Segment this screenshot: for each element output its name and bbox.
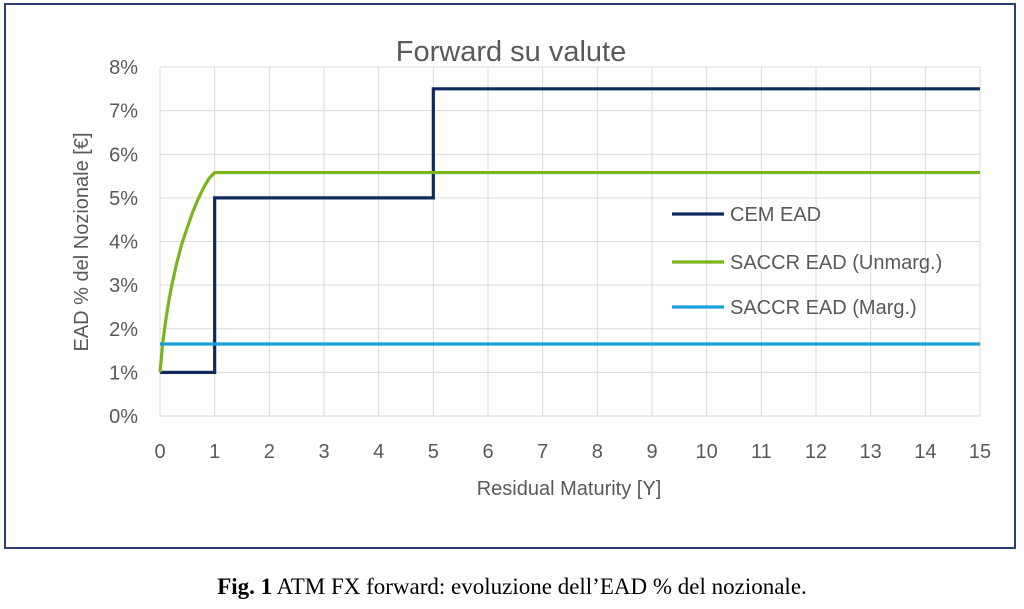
x-tick-label: 5 <box>428 441 439 463</box>
y-axis-label: EAD % del Nozionale [€] <box>71 132 93 351</box>
caption-text: ATM FX forward: evoluzione dell’EAD % de… <box>272 574 807 599</box>
x-tick-label: 2 <box>264 441 275 463</box>
x-tick-label: 3 <box>318 441 329 463</box>
x-tick-label: 9 <box>646 441 657 463</box>
y-tick-label: 6% <box>109 144 138 166</box>
x-tick-label: 6 <box>482 441 493 463</box>
series-lines <box>158 87 980 374</box>
series-line-1 <box>158 170 980 373</box>
y-tick-label: 2% <box>109 319 138 341</box>
x-tick-label: 12 <box>805 441 827 463</box>
figure-caption: Fig. 1 ATM FX forward: evoluzione dell’E… <box>0 574 1024 600</box>
chart: Forward su valute 0 1 2 3 4 5 6 7 8 9 10 11 12 13 14 15… <box>71 36 991 500</box>
series-line-0 <box>160 87 980 374</box>
x-tick-label: 1 <box>209 441 220 463</box>
x-tick-label: 15 <box>969 441 991 463</box>
x-tick-label: 10 <box>696 441 718 463</box>
legend: CEM EAD SACCR EAD (Unmarg.) SACCR EAD (Mar… <box>672 204 942 319</box>
x-axis-label: Residual Maturity [Y] <box>477 478 662 500</box>
legend-label-1: SACCR EAD (Unmarg.) <box>730 252 942 274</box>
x-tick-label: 14 <box>914 441 936 463</box>
legend-label-2: SACCR EAD (Marg.) <box>730 297 917 319</box>
chart-title: Forward su valute <box>396 36 627 68</box>
y-tick-label: 0% <box>109 406 138 428</box>
y-tick-label: 8% <box>109 57 138 79</box>
x-tick-label: 11 <box>751 441 772 463</box>
caption-label: Fig. 1 <box>217 574 273 599</box>
y-tick-label: 4% <box>109 232 138 254</box>
tick-labels: 0 1 2 3 4 5 6 7 8 9 10 11 12 13 14 150%1%2%3%4%5%6%7%8% <box>109 57 991 463</box>
legend-label-0: CEM EAD <box>730 204 821 226</box>
x-tick-label: 0 <box>154 441 165 463</box>
x-tick-label: 8 <box>592 441 603 463</box>
x-tick-label: 13 <box>860 441 882 463</box>
y-tick-label: 5% <box>109 188 138 210</box>
x-tick-label: 7 <box>537 441 548 463</box>
y-tick-label: 1% <box>109 362 138 384</box>
grid-lines <box>159 66 981 417</box>
y-tick-label: 3% <box>109 275 138 297</box>
x-tick-label: 4 <box>373 441 384 463</box>
y-tick-label: 7% <box>109 101 138 123</box>
